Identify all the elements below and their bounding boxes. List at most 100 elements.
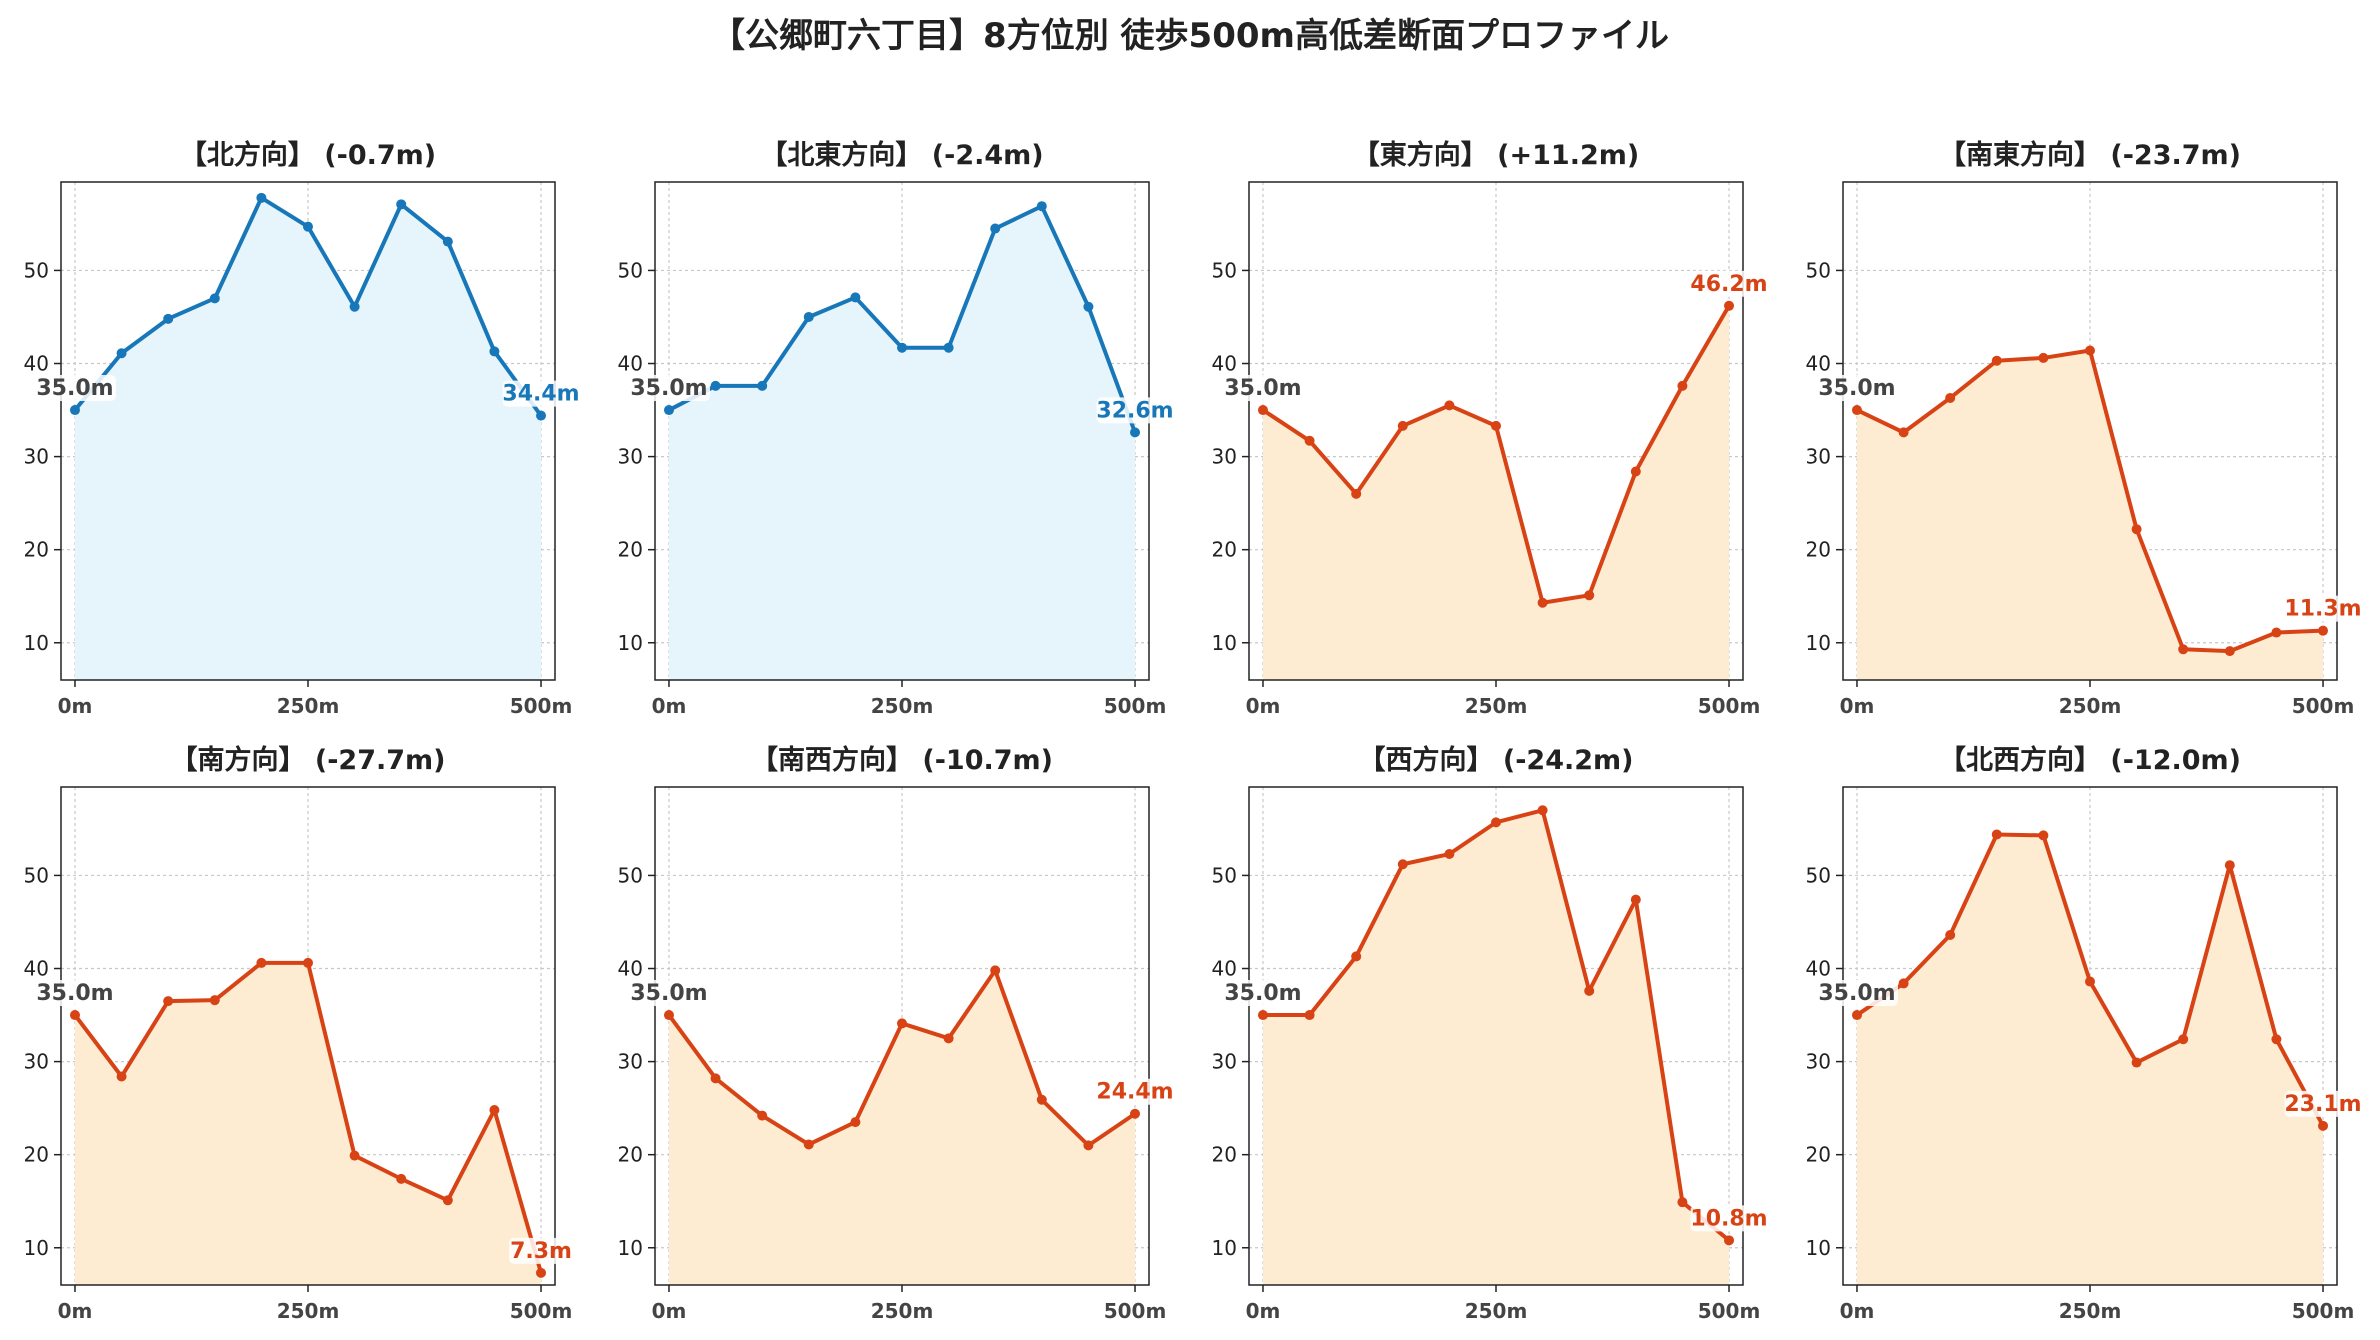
subplot-5-start-label-bg (33, 980, 116, 1007)
subplot-8-point-6 (2131, 1057, 2142, 1068)
subplot-7-point-0 (1257, 1010, 1268, 1021)
subplot-2-point-10 (1130, 427, 1141, 438)
subplot-2-start-label-bg (627, 375, 710, 402)
subplot-4-point-6 (2131, 524, 2142, 535)
subplot-5-xtick-label: 0m (58, 1299, 93, 1323)
subplot-3-point-10 (1724, 300, 1735, 311)
subplot-4-xtick-label: 0m (1840, 694, 1875, 718)
subplot-1-ytick-label: 40 (24, 352, 49, 376)
subplot-1-title: 【北方向】 (-0.7m) (180, 139, 436, 171)
subplot-6-point-6 (943, 1033, 954, 1044)
subplot-6-point-1 (710, 1073, 721, 1084)
subplot-2-point-7 (990, 223, 1001, 234)
subplot-8-point-2 (1945, 930, 1956, 941)
subplot-5-point-4 (256, 957, 267, 968)
subplot-5-end-label-bg (509, 1237, 574, 1264)
subplot-7-point-5 (1491, 817, 1501, 828)
subplot-8-ytick-label: 10 (1806, 1236, 1831, 1260)
subplot-7-point-8 (1630, 894, 1641, 905)
subplot-1-point-10 (536, 410, 547, 421)
subplot-4-point-4 (2038, 352, 2049, 363)
subplot-6-ytick-label: 20 (618, 1143, 643, 1167)
subplot-8-point-0 (1851, 1010, 1862, 1021)
subplot-6-point-5 (897, 1018, 907, 1029)
subplot-6-start-label: 35.0m (630, 981, 707, 1006)
subplot-4-point-2 (1945, 392, 1956, 403)
subplot-3-point-5 (1491, 420, 1501, 431)
subplot-3-point-6 (1537, 597, 1548, 608)
subplot-7-xtick-label: 0m (1246, 1299, 1281, 1323)
subplot-2-point-2 (757, 380, 768, 391)
subplot-4-point-1 (1898, 427, 1909, 438)
subplot-1-point-6 (349, 301, 360, 312)
subplot-2-xtick-label: 500m (1104, 694, 1167, 718)
subplot-3-ytick-label: 30 (1212, 445, 1237, 469)
subplot-6-point-9 (1083, 1140, 1094, 1151)
subplot-1-end-label: 34.4m (502, 382, 579, 407)
subplot-3-point-2 (1351, 488, 1362, 499)
subplot-8-point-1 (1898, 978, 1909, 989)
subplot-7-area-fill (1262, 810, 1730, 1285)
subplot-3-area-fill (1262, 305, 1730, 680)
subplot-4-point-8 (2224, 646, 2235, 657)
subplot-4-ytick-label: 40 (1806, 352, 1831, 376)
subplot-4-start-label: 35.0m (1818, 376, 1895, 401)
subplot-8-xtick-label: 500m (2292, 1299, 2355, 1323)
subplot-6-point-10 (1130, 1108, 1141, 1119)
subplot-4-point-3 (1991, 355, 2002, 366)
subplot-3-point-4 (1444, 400, 1455, 411)
subplot-3-xtick-label: 0m (1246, 694, 1281, 718)
subplot-8-area-fill (1856, 834, 2324, 1285)
subplot-1-area-fill (74, 197, 542, 681)
subplot-4-xtick-label: 250m (2059, 694, 2122, 718)
subplot-4-xtick-label: 500m (2292, 694, 2355, 718)
subplot-7-start-label-bg (1221, 980, 1304, 1007)
subplot-3-start-label-bg (1221, 375, 1304, 402)
subplot-3-point-9 (1677, 380, 1688, 391)
subplot-8-start-label-bg (1815, 980, 1898, 1007)
subplot-1-start-label-bg (33, 375, 116, 402)
subplot-7-point-10 (1724, 1235, 1735, 1246)
subplot-7-end-label: 10.8m (1690, 1206, 1767, 1231)
subplot-2-point-1 (710, 380, 721, 391)
subplot-6-ytick-label: 40 (618, 957, 643, 981)
subplot-3-point-8 (1630, 466, 1641, 477)
subplot-8-xtick-label: 250m (2059, 1299, 2122, 1323)
subplot-7-xtick-label: 500m (1698, 1299, 1761, 1323)
subplot-4-start-label-bg (1815, 375, 1898, 402)
subplot-2-area-fill (668, 206, 1136, 680)
subplot-7-point-4 (1444, 849, 1455, 860)
subplot-3-end-label: 46.2m (1690, 272, 1767, 297)
subplot-5-start-label: 35.0m (36, 981, 113, 1006)
subplot-4-end-label-bg (2284, 595, 2362, 622)
subplot-6-xtick-label: 250m (871, 1299, 934, 1323)
subplot-5-title: 【南方向】 (-27.7m) (170, 744, 445, 776)
subplot-8-ytick-label: 40 (1806, 957, 1831, 981)
subplot-7-title: 【西方向】 (-24.2m) (1358, 744, 1633, 776)
subplot-5-point-9 (489, 1105, 500, 1116)
subplot-5-ytick-label: 50 (24, 863, 49, 887)
subplot-3-xtick-label: 500m (1698, 694, 1761, 718)
subplot-6-point-0 (663, 1010, 674, 1021)
subplot-1-start-label: 35.0m (36, 376, 113, 401)
subplot-3-title: 【東方向】 (+11.2m) (1353, 139, 1639, 171)
subplot-7-point-2 (1351, 951, 1362, 962)
subplot-2-ytick-label: 30 (618, 445, 643, 469)
subplot-7-point-3 (1397, 859, 1408, 870)
subplot-8-xtick-label: 0m (1840, 1299, 1875, 1323)
subplot-6-area-fill (668, 970, 1136, 1285)
subplot-4-point-9 (2271, 627, 2282, 638)
subplot-6-ytick-label: 30 (618, 1050, 643, 1074)
subplot-6-start-label-bg (627, 980, 710, 1007)
subplot-6-point-7 (990, 965, 1001, 976)
subplot-8-point-5 (2085, 976, 2095, 987)
subplot-2-ytick-label: 20 (618, 538, 643, 562)
subplot-2-point-6 (943, 342, 954, 353)
subplot-5-point-8 (442, 1195, 453, 1206)
subplot-1-point-4 (256, 192, 267, 203)
subplot-1-point-9 (489, 346, 500, 357)
